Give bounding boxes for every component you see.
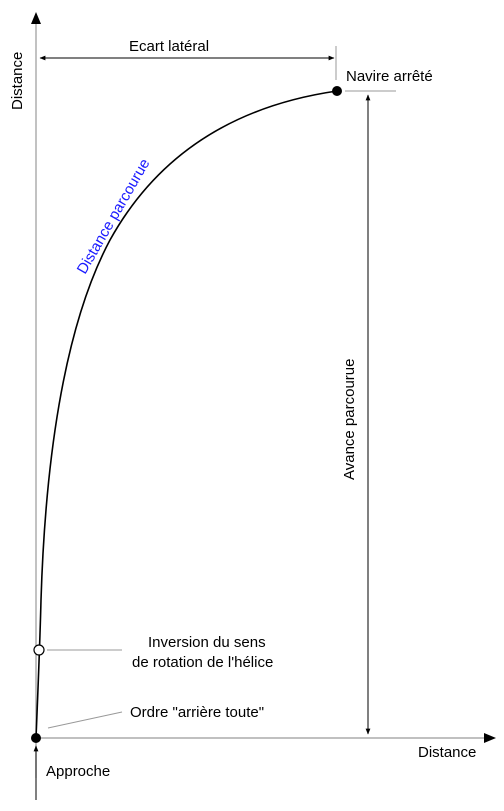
trajectory-curve (35, 90, 338, 739)
x-axis-label: Distance (418, 744, 476, 761)
y-axis-arrowhead (31, 12, 41, 24)
advance-label: Avance parcourue (341, 359, 358, 480)
order-label: Ordre "arrière toute" (130, 704, 264, 721)
inversion-point (33, 644, 45, 656)
order-point (31, 733, 41, 743)
x-axis-arrowhead (484, 733, 496, 743)
inversion-label-line2: de rotation de l'hélice (132, 654, 273, 671)
lateral-label: Ecart latéral (129, 38, 209, 55)
order-leader-line (47, 711, 123, 729)
inversion-label-line1: Inversion du sens (148, 634, 266, 651)
y-axis-label: Distance (9, 52, 26, 110)
stopped-label: Navire arrêté (346, 68, 433, 85)
approach-label: Approche (46, 763, 110, 780)
trajectory-label: Distance parcourue (74, 156, 154, 277)
